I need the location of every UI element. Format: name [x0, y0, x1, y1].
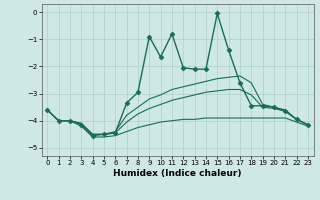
X-axis label: Humidex (Indice chaleur): Humidex (Indice chaleur) — [113, 169, 242, 178]
